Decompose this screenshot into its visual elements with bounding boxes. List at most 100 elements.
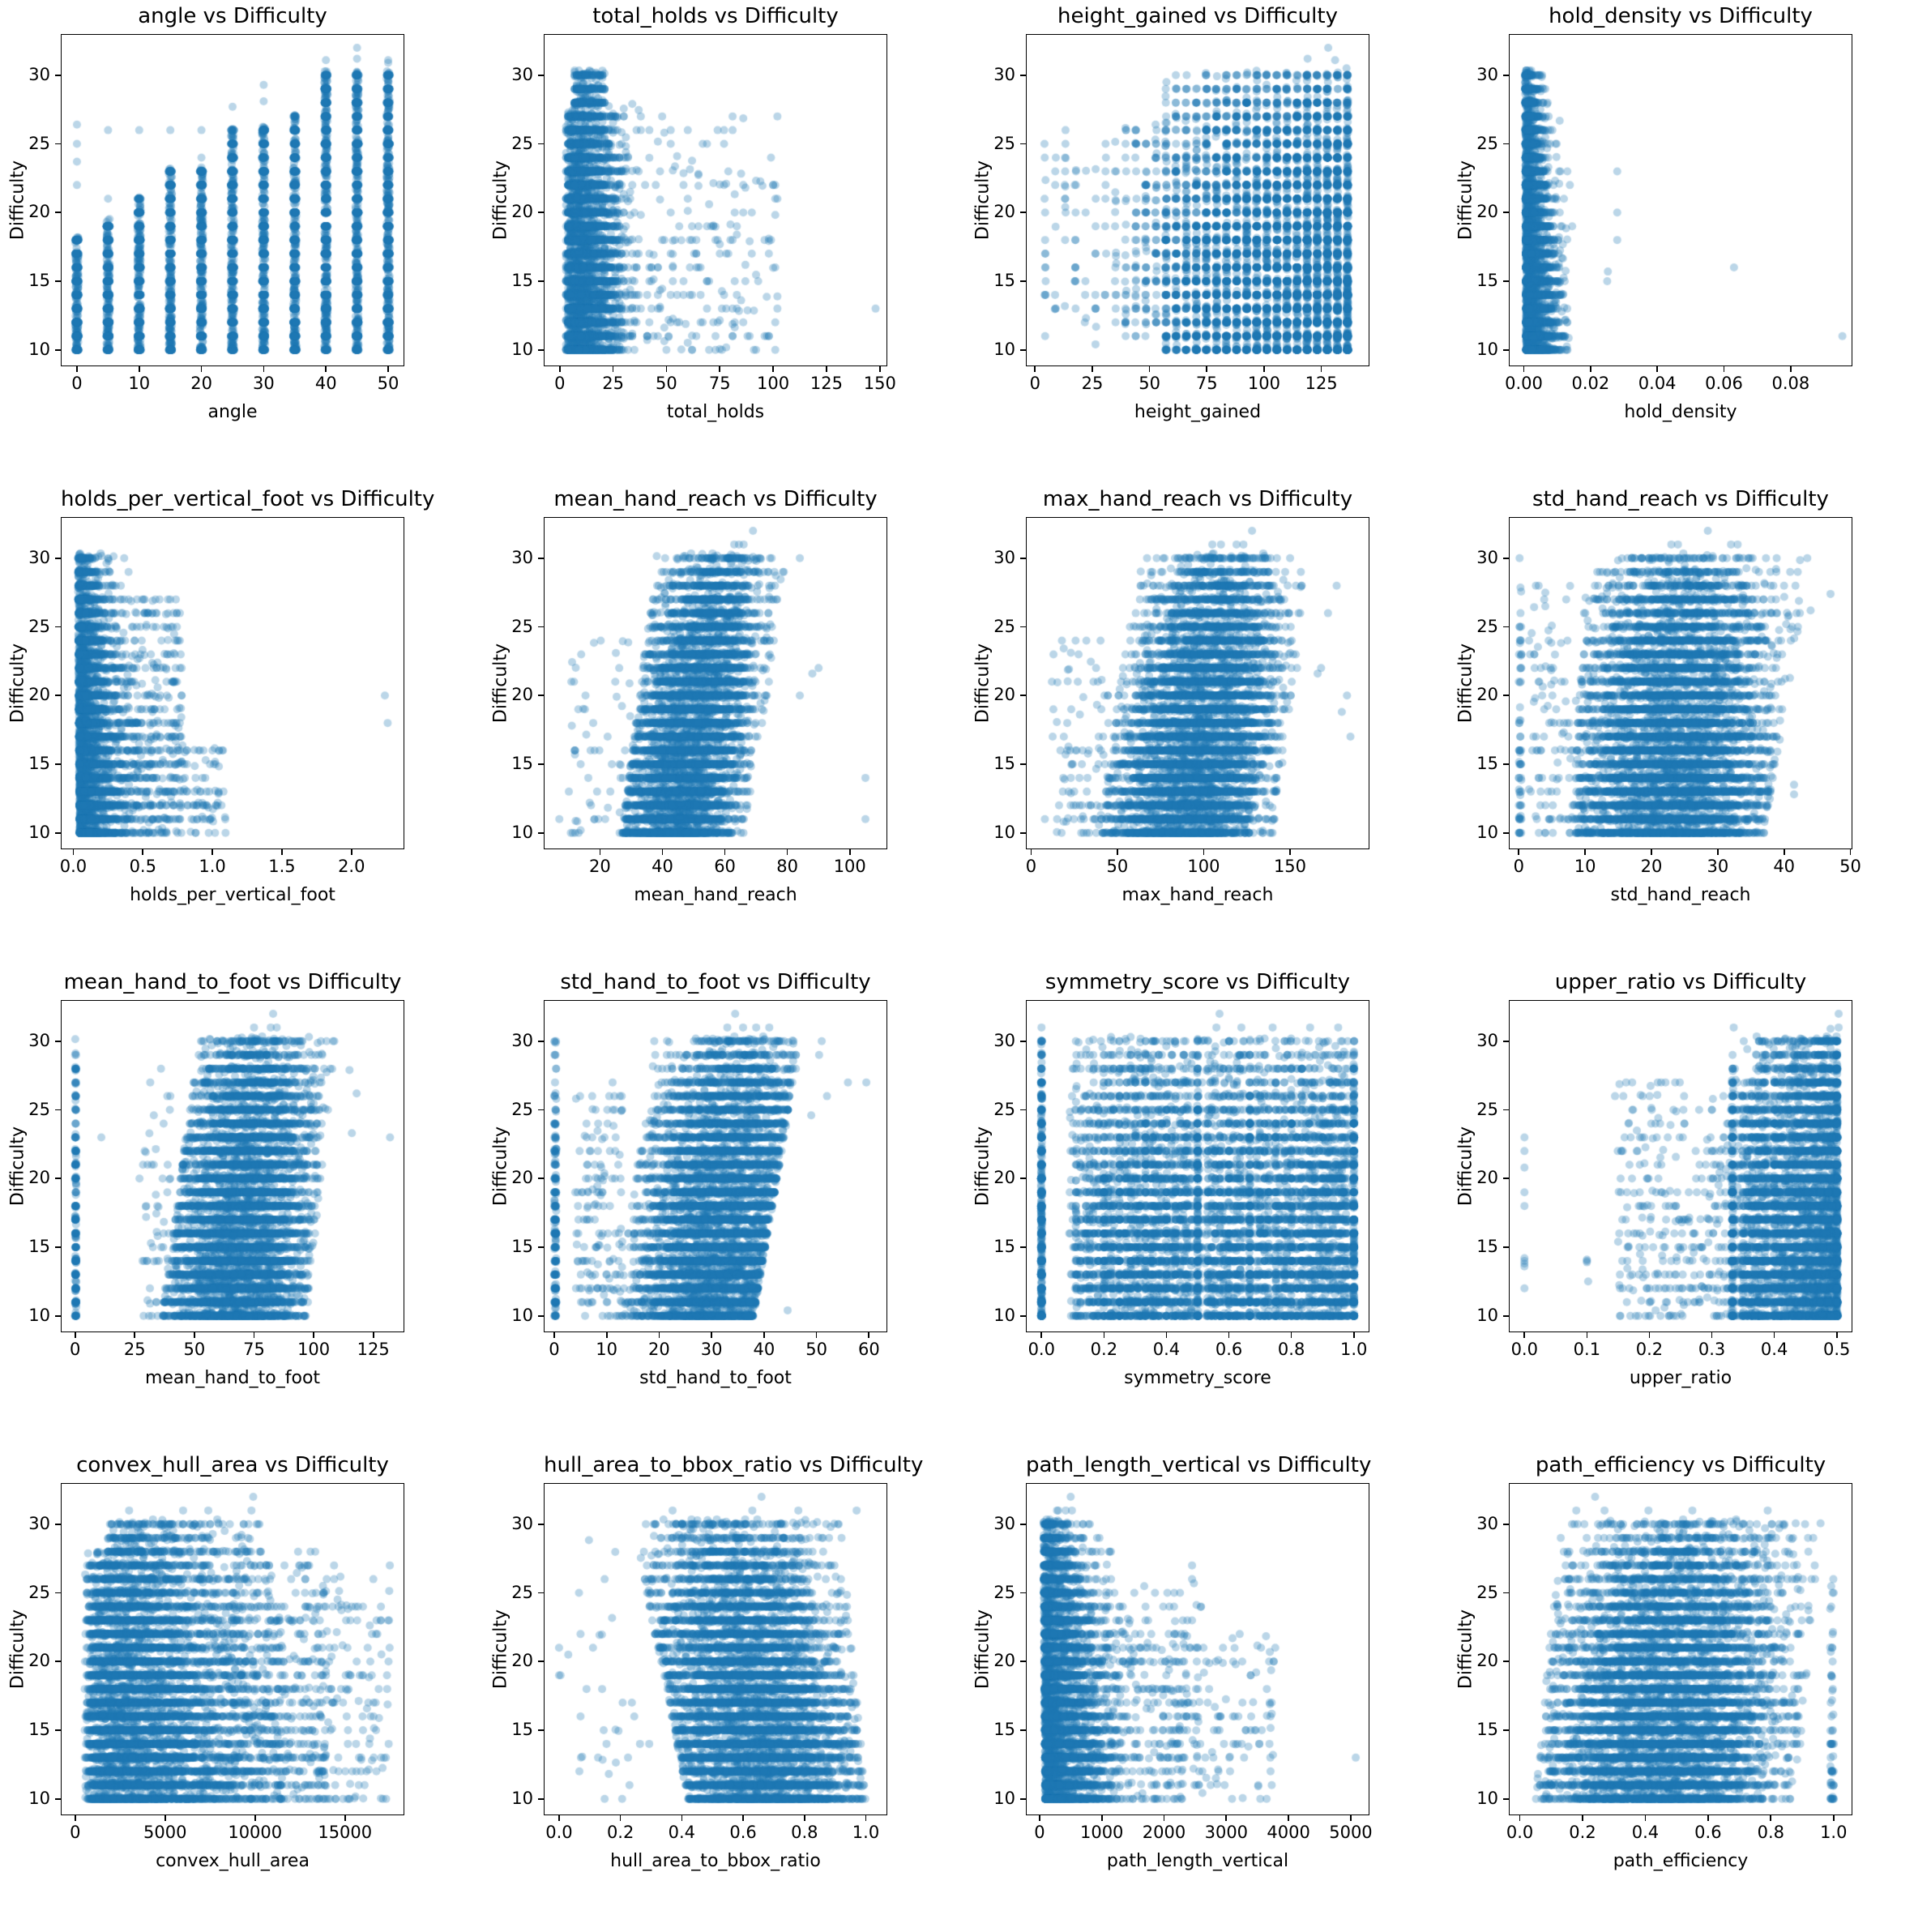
y-axis-label: Difficulty <box>7 1609 28 1690</box>
y-tick-mark <box>538 557 544 559</box>
y-tick-label: 20 <box>1476 1651 1498 1671</box>
y-tick-mark <box>1020 1246 1026 1248</box>
x-tick-label: 75 <box>1195 374 1218 393</box>
y-tick-mark <box>538 1661 544 1663</box>
y-tick-mark <box>55 143 61 145</box>
y-tick-mark <box>55 1314 61 1317</box>
x-tick-label: 0 <box>1029 374 1040 393</box>
x-tick-label: 0.1 <box>1573 1340 1601 1359</box>
y-tick-label: 15 <box>993 1719 1015 1739</box>
y-tick-mark <box>1020 1109 1026 1111</box>
plot-title: path_efficiency vs Difficulty <box>1535 1453 1826 1477</box>
scatter-points-canvas <box>61 34 404 366</box>
x-tick-mark <box>1656 366 1659 372</box>
y-axis-label: Difficulty <box>972 643 993 724</box>
x-tick-label: 3000 <box>1204 1823 1249 1842</box>
x-tick-label: 2.0 <box>338 857 365 876</box>
x-tick-label: 0.4 <box>1631 1823 1660 1842</box>
x-tick-mark <box>1320 366 1322 372</box>
y-tick-label: 15 <box>1476 753 1498 773</box>
x-tick-mark <box>658 1332 660 1338</box>
y-axis-label: Difficulty <box>490 1609 511 1690</box>
y-tick-mark <box>1020 1178 1026 1180</box>
y-tick-mark <box>1503 831 1509 834</box>
y-tick-label: 25 <box>1476 1099 1498 1119</box>
scatter-points-canvas <box>1026 34 1369 366</box>
x-tick-label: 40 <box>651 857 673 876</box>
y-tick-mark <box>538 74 544 76</box>
subplot-convex-hull-area: convex_hull_area vs Difficulty Difficult… <box>0 1449 483 1932</box>
x-axis-label: hull_area_to_bbox_ratio <box>610 1851 821 1871</box>
x-tick-mark <box>1263 366 1265 372</box>
y-tick-label: 15 <box>28 1236 50 1256</box>
x-tick-label: 0 <box>549 1340 560 1359</box>
x-tick-mark <box>1586 1332 1588 1338</box>
x-tick-mark <box>1203 849 1205 855</box>
x-tick-mark <box>558 1815 560 1821</box>
x-tick-label: 100 <box>1247 374 1281 393</box>
plot-title: std_hand_reach vs Difficulty <box>1532 487 1829 511</box>
x-tick-mark <box>612 366 614 372</box>
y-tick-mark <box>55 1109 61 1111</box>
x-tick-label: 10000 <box>228 1823 283 1842</box>
x-tick-label: 125 <box>1305 374 1338 393</box>
y-tick-label: 10 <box>1476 1788 1498 1808</box>
x-tick-mark <box>1773 1332 1775 1338</box>
x-tick-label: 25 <box>602 374 624 393</box>
y-tick-mark <box>1503 74 1509 76</box>
x-tick-label: 0.0 <box>1510 1340 1538 1359</box>
plot-title: max_hand_reach vs Difficulty <box>1042 487 1353 511</box>
x-tick-mark <box>1519 1815 1521 1821</box>
x-tick-label: 0 <box>71 374 83 393</box>
x-tick-label: 20 <box>1640 857 1663 876</box>
y-axis-label: Difficulty <box>7 643 28 724</box>
x-tick-mark <box>1352 1332 1355 1338</box>
x-tick-mark <box>868 1332 870 1338</box>
y-tick-label: 10 <box>1476 1305 1498 1325</box>
subplot-mean-hand-to-foot: mean_hand_to_foot vs Difficulty Difficul… <box>0 966 483 1449</box>
y-tick-mark <box>538 1178 544 1180</box>
x-tick-mark <box>1040 1332 1043 1338</box>
y-tick-mark <box>1503 143 1509 145</box>
x-tick-label: 125 <box>357 1340 390 1359</box>
y-tick-label: 15 <box>993 1236 1015 1256</box>
subplot-hull-area-to-bbox-ratio: hull_area_to_bbox_ratio vs Difficulty Di… <box>483 1449 966 1932</box>
x-tick-mark <box>1148 366 1151 372</box>
x-axis-label: path_efficiency <box>1613 1851 1749 1871</box>
x-tick-mark <box>661 849 664 855</box>
y-tick-label: 25 <box>1476 616 1498 636</box>
y-tick-mark <box>1503 1246 1509 1248</box>
x-tick-mark <box>711 1332 712 1338</box>
x-tick-label: 0.0 <box>545 1823 573 1842</box>
x-tick-label: 150 <box>1273 857 1307 876</box>
y-tick-mark <box>1020 1523 1026 1525</box>
y-tick-mark <box>55 626 61 628</box>
y-tick-label: 15 <box>1476 1236 1498 1256</box>
subplot-upper-ratio: upper_ratio vs Difficulty Difficulty upp… <box>1448 966 1931 1449</box>
y-tick-mark <box>1020 1729 1026 1731</box>
x-axis-label: std_hand_to_foot <box>639 1368 792 1388</box>
x-tick-mark <box>1030 849 1032 855</box>
y-tick-mark <box>1503 1523 1509 1525</box>
x-tick-label: 30 <box>253 374 275 393</box>
scatter-points-canvas <box>544 1000 887 1332</box>
y-tick-mark <box>55 1178 61 1180</box>
y-tick-mark <box>55 1592 61 1594</box>
y-tick-mark <box>1503 1040 1509 1042</box>
y-tick-mark <box>55 1661 61 1663</box>
x-tick-mark <box>878 366 881 372</box>
x-tick-mark <box>1783 849 1785 855</box>
x-tick-label: 5000 <box>1329 1823 1373 1842</box>
y-tick-mark <box>1020 1592 1026 1594</box>
x-tick-label: 50 <box>656 374 677 393</box>
y-tick-label: 20 <box>511 202 533 222</box>
x-tick-label: 0.06 <box>1705 374 1743 393</box>
x-axis-label: height_gained <box>1134 402 1262 422</box>
y-tick-mark <box>1020 1040 1026 1042</box>
scatter-points-canvas <box>61 517 404 849</box>
plot-title: holds_per_vertical_foot vs Difficulty <box>61 487 435 511</box>
scatter-points-canvas <box>1026 1000 1369 1332</box>
x-tick-mark <box>803 1815 805 1821</box>
x-tick-mark <box>724 849 726 855</box>
y-tick-label: 25 <box>993 133 1015 153</box>
